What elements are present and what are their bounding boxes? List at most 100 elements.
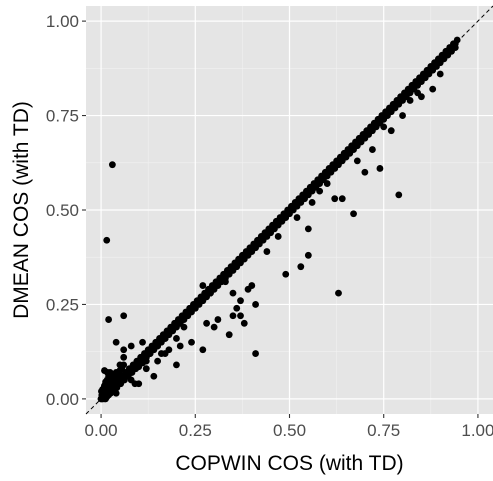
- data-point: [274, 221, 282, 229]
- data-point: [135, 380, 143, 388]
- data-point: [102, 378, 109, 386]
- data-point: [395, 191, 403, 199]
- data-point: [282, 214, 290, 221]
- data-point: [436, 70, 444, 78]
- data-point: [252, 301, 259, 308]
- data-point: [139, 338, 146, 346]
- x-tick-label: 0.75: [367, 421, 400, 440]
- data-point: [112, 338, 120, 346]
- data-point: [229, 312, 237, 320]
- data-point: [229, 289, 237, 297]
- data-point: [297, 263, 305, 271]
- data-point: [252, 244, 259, 252]
- data-point: [210, 323, 218, 331]
- data-point: [150, 372, 158, 380]
- data-point: [214, 282, 222, 289]
- data-point: [173, 361, 180, 369]
- data-point: [380, 115, 388, 123]
- data-point: [154, 342, 162, 350]
- data-point: [327, 168, 335, 176]
- x-tick-label: 1.00: [461, 421, 493, 440]
- data-point: [142, 365, 150, 373]
- data-point: [103, 236, 111, 244]
- data-point: [282, 270, 290, 278]
- y-axis-title: DMEAN COS (with TD): [10, 101, 33, 319]
- data-point: [380, 123, 388, 131]
- data-point: [293, 214, 301, 221]
- data-point: [225, 331, 233, 339]
- data-point: [120, 346, 128, 354]
- data-point: [376, 165, 384, 172]
- data-point: [297, 199, 305, 206]
- data-point: [429, 85, 437, 93]
- data-point: [237, 297, 244, 305]
- data-point: [308, 199, 316, 206]
- data-point: [142, 357, 150, 365]
- data-point: [453, 36, 461, 44]
- data-point: [169, 327, 177, 335]
- data-point: [399, 112, 406, 119]
- data-point: [244, 285, 252, 293]
- axis-ticks: [82, 20, 479, 418]
- data-point: [406, 97, 414, 104]
- data-point: [304, 225, 312, 233]
- data-point: [304, 191, 312, 199]
- data-point: [229, 267, 237, 274]
- data-point: [199, 346, 207, 354]
- data-point: [222, 278, 229, 286]
- data-point: [127, 342, 135, 350]
- data-point: [112, 389, 120, 397]
- data-point: [440, 55, 448, 63]
- data-point: [433, 63, 440, 70]
- data-point: [387, 108, 395, 116]
- axis-tick-labels: 0.00 0.25 0.50 0.75 1.00 0.00 0.25 0.50 0.75 1.00: [46, 12, 493, 440]
- data-point: [323, 180, 331, 187]
- data-point: [105, 316, 113, 323]
- data-point: [387, 127, 395, 135]
- data-point: [237, 312, 244, 320]
- data-point: [304, 251, 312, 259]
- data-point: [365, 131, 373, 138]
- data-point: [161, 335, 169, 342]
- data-point: [114, 369, 122, 376]
- identity-reference-line: [85, 5, 493, 415]
- data-point: [173, 335, 180, 342]
- data-point: [421, 74, 429, 82]
- data-point: [108, 161, 116, 169]
- data-point: [289, 206, 297, 214]
- data-point: [335, 289, 342, 297]
- data-point: [418, 93, 425, 101]
- data-point: [331, 195, 339, 203]
- x-tick-label: 0.00: [85, 421, 118, 440]
- data-point: [259, 236, 267, 244]
- data-point: [176, 342, 184, 350]
- data-point: [180, 323, 188, 331]
- x-tick-label: 0.25: [179, 421, 212, 440]
- y-tick-label: 0.00: [46, 390, 79, 409]
- data-point: [263, 248, 271, 255]
- data-point: [342, 153, 350, 161]
- data-point: [199, 297, 207, 305]
- y-tick-label: 0.75: [46, 107, 79, 126]
- data-point: [188, 338, 195, 346]
- data-point: [206, 289, 214, 297]
- x-axis-title: COPWIN COS (with TD): [175, 452, 403, 475]
- data-point: [184, 312, 192, 320]
- data-point: [353, 157, 361, 165]
- data-point: [120, 312, 128, 320]
- data-point: [350, 210, 357, 218]
- data-point: [274, 233, 282, 240]
- data-point: [267, 229, 275, 237]
- data-point: [252, 350, 259, 357]
- data-point: [350, 146, 357, 153]
- data-point: [101, 367, 108, 374]
- data-point: [357, 138, 365, 146]
- data-point: [338, 195, 346, 203]
- data-point: [203, 319, 210, 327]
- data-point: [120, 353, 128, 361]
- data-point: [233, 304, 241, 312]
- data-point: [372, 123, 380, 131]
- data-point: [316, 187, 324, 195]
